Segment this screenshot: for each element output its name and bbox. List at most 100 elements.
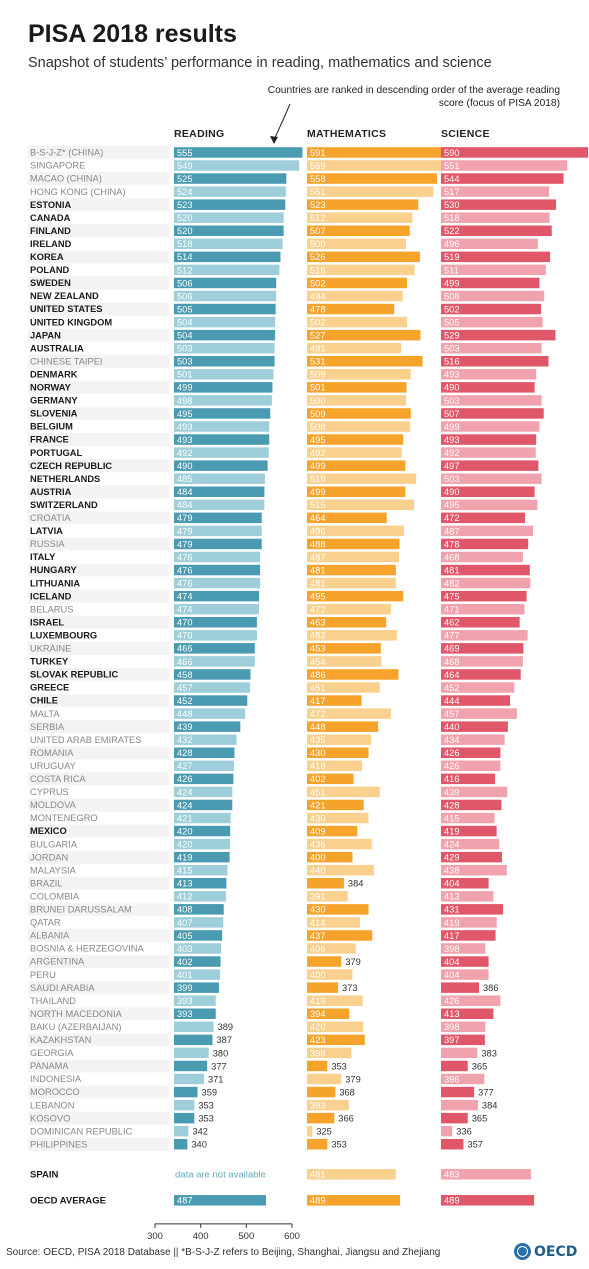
science-value-label: 496 <box>444 239 460 249</box>
math-bar <box>307 695 362 706</box>
reading-bar <box>174 747 235 758</box>
math-bar <box>307 656 382 667</box>
reading-bar <box>174 760 234 772</box>
math-bar <box>307 825 358 837</box>
math-column-header: MATHEMATICS <box>307 128 387 140</box>
math-bar <box>307 851 353 863</box>
reading-bar <box>174 1139 188 1150</box>
science-bar <box>441 656 523 667</box>
country-label: HUNGARY <box>30 565 77 575</box>
country-label: SERBIA <box>30 722 65 732</box>
reading-value-label: 408 <box>177 905 193 915</box>
math-value-label: 420 <box>310 1022 326 1032</box>
reading-bar <box>174 878 227 889</box>
spain-label: SPAIN <box>30 1169 58 1180</box>
reading-bar <box>174 212 284 223</box>
reading-value-label: 413 <box>177 879 193 889</box>
country-label: ESTONIA <box>30 200 71 210</box>
x-axis-tick-label: 500 <box>238 1231 254 1242</box>
science-bar <box>441 1073 485 1085</box>
reading-value-label: 428 <box>177 748 193 758</box>
math-bar <box>307 930 373 941</box>
math-bar <box>307 1021 364 1033</box>
science-value-label: 511 <box>444 265 459 275</box>
science-value-label: 429 <box>444 853 460 863</box>
country-label: UNITED ARAB EMIRATES <box>30 735 141 745</box>
math-value-label: 526 <box>310 252 326 262</box>
science-value-label: 516 <box>444 357 460 367</box>
math-value-label: 430 <box>310 813 326 823</box>
science-bar <box>441 669 521 680</box>
science-value-label: 439 <box>444 787 460 797</box>
country-label: LEBANON <box>30 1100 74 1110</box>
science-value-label: 428 <box>444 800 460 810</box>
science-bar <box>441 264 546 276</box>
math-bar <box>307 551 400 563</box>
country-label: ICELAND <box>30 591 72 601</box>
reading-bar <box>174 356 275 367</box>
reading-value-label: 503 <box>177 357 193 367</box>
science-value-label: 590 <box>444 148 460 158</box>
reading-value-label: 490 <box>177 461 193 471</box>
reading-value-label: 476 <box>177 578 193 588</box>
science-bar <box>441 630 528 641</box>
country-label: SINGAPORE <box>30 161 85 171</box>
reading-bar <box>174 1099 195 1111</box>
reading-value-label: 466 <box>177 657 193 667</box>
reading-value-label: 470 <box>177 618 193 628</box>
row-stripe <box>28 537 169 551</box>
country-label: ROMANIA <box>30 748 74 758</box>
science-value-label: 336 <box>456 1127 472 1137</box>
math-value-label: 527 <box>310 331 326 341</box>
reading-value-label: 479 <box>177 526 193 536</box>
row-stripe <box>28 798 169 812</box>
reading-value-label: 380 <box>213 1048 229 1058</box>
math-bar <box>307 525 404 537</box>
reading-bar <box>174 512 262 524</box>
country-label: CZECH REPUBLIC <box>30 461 112 471</box>
row-stripe <box>28 380 169 394</box>
reading-value-label: 493 <box>177 422 193 432</box>
science-bar <box>441 486 535 497</box>
math-bar <box>307 1034 365 1046</box>
reading-value-label: 407 <box>177 918 193 928</box>
math-value-label: 400 <box>310 970 326 980</box>
country-label: HONG KONG (CHINA) <box>30 187 126 197</box>
country-label: KOREA <box>30 252 64 262</box>
reading-value-label: 474 <box>177 592 193 602</box>
reading-bar <box>174 956 221 967</box>
science-value-label: 365 <box>472 1114 488 1124</box>
reading-value-label: 439 <box>177 722 193 732</box>
country-label: JAPAN <box>30 330 61 340</box>
reading-value-label: 401 <box>177 970 193 980</box>
science-value-label: 495 <box>444 500 460 510</box>
oecd-logo: OECD <box>514 1243 577 1260</box>
math-bar <box>307 1073 342 1085</box>
math-value-label: 421 <box>310 800 326 810</box>
country-label: MOROCCO <box>30 1087 80 1097</box>
science-value-label: 440 <box>444 722 460 732</box>
reading-bar <box>174 369 274 380</box>
reading-bar <box>174 682 250 693</box>
math-value-label: 481 <box>310 578 326 588</box>
math-bar <box>307 630 397 641</box>
math-value-label: 325 <box>316 1127 332 1137</box>
math-value-label: 368 <box>339 1087 355 1097</box>
math-bar <box>307 878 344 889</box>
reading-bar <box>174 721 241 732</box>
math-value-label: 379 <box>345 957 361 967</box>
math-value-label: 464 <box>310 513 326 523</box>
math-bar <box>307 395 406 406</box>
math-value-label: 500 <box>310 239 326 249</box>
math-bar <box>307 160 443 171</box>
science-bar <box>441 525 534 537</box>
reading-value-label: 493 <box>177 435 193 445</box>
science-bar <box>441 773 496 785</box>
reading-value-label: 504 <box>177 331 193 341</box>
reading-value-label: 504 <box>177 317 193 327</box>
math-bar <box>307 329 421 341</box>
science-value-label: 398 <box>444 944 460 954</box>
reading-value-label: 479 <box>177 539 193 549</box>
country-label: UKRAINE <box>30 644 71 654</box>
